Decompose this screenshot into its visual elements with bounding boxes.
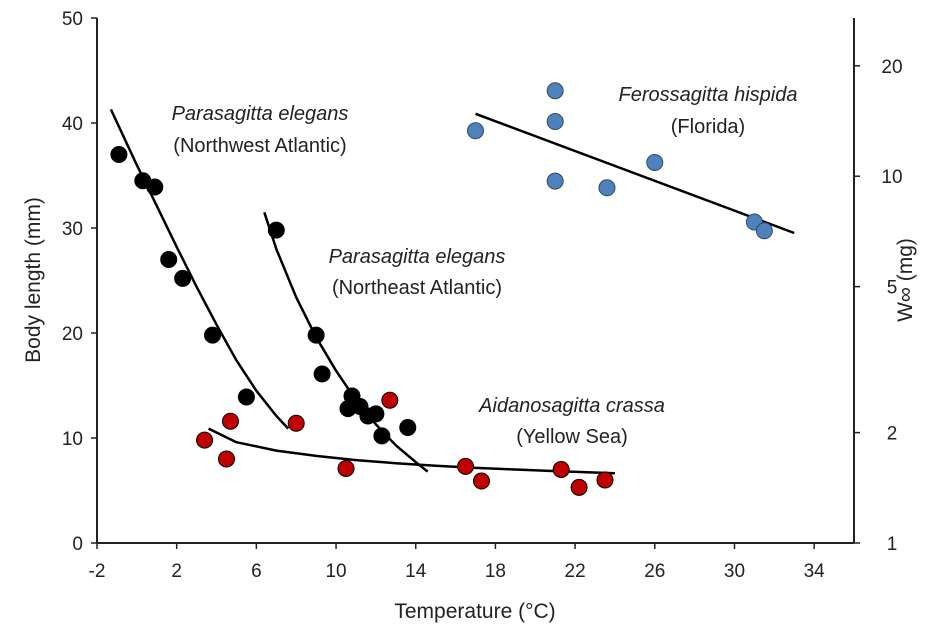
point-series-0 (174, 269, 192, 287)
x-tick-label: 6 (251, 561, 262, 582)
point-series-3 (598, 179, 616, 197)
annotation-ys-species: Aidanosagitta crassa (478, 395, 665, 417)
point-series-3 (546, 82, 564, 100)
point-series-3 (546, 172, 564, 190)
y-tick-label: 10 (62, 429, 83, 450)
point-series-2 (337, 459, 355, 477)
annotation-fl-region: (Florida) (671, 116, 745, 138)
point-series-3 (646, 153, 664, 171)
x-axis-title: Temperature (°C) (394, 600, 555, 623)
y-axis-title: Body length (mm) (22, 197, 45, 363)
y-ticks: 0 10 20 30 40 50 (62, 9, 97, 555)
point-series-0 (110, 146, 128, 163)
point-series-2 (596, 471, 614, 489)
point-series-3 (546, 112, 564, 130)
point-series-2 (196, 431, 214, 449)
fit-line-1 (263, 211, 429, 473)
x-tick-label: -2 (89, 561, 106, 582)
annotation-ys-region: (Yellow Sea) (516, 426, 628, 448)
fit-line-0 (109, 108, 290, 430)
annotation-fl-species: Ferossagitta hispida (619, 84, 798, 106)
data-points (110, 82, 773, 496)
point-series-1 (307, 326, 325, 344)
x-tick-label: 2 (171, 561, 182, 582)
point-series-2 (287, 414, 305, 432)
x-tick-label: 30 (724, 561, 745, 582)
y-tick-label: 40 (62, 114, 83, 135)
point-series-2 (570, 478, 588, 496)
x-tick-label: 34 (804, 561, 826, 582)
y2-tick-label: 10 (881, 167, 902, 188)
y2-tick-label: 1 (887, 534, 898, 555)
y2-tick-label: 20 (881, 57, 902, 78)
x-tick-label: 26 (644, 561, 665, 582)
point-series-2 (221, 412, 239, 430)
point-series-0 (204, 326, 222, 344)
y-tick-label: 50 (62, 9, 83, 30)
point-series-3 (467, 122, 484, 140)
y-tick-label: 0 (72, 534, 83, 555)
y2-tick-label: 5 (887, 278, 898, 299)
point-series-2 (457, 457, 475, 475)
y2-ticks: 1 2 5 10 20 (854, 57, 903, 555)
point-series-2 (472, 472, 490, 490)
y2-axis-title: W∞ (mg) (894, 238, 917, 322)
point-series-2 (552, 461, 570, 478)
point-series-0 (146, 178, 164, 196)
annotation-nw-region: (Northwest Atlantic) (173, 135, 346, 157)
annotation-nw-species: Parasagitta elegans (172, 103, 349, 125)
point-series-1 (399, 419, 417, 436)
point-series-1 (367, 405, 385, 423)
y2-tick-label: 2 (887, 424, 898, 445)
x-tick-label: 14 (405, 561, 427, 582)
x-ticks: -2 2 6 10 14 18 22 26 30 34 (89, 543, 826, 582)
point-series-2 (381, 391, 399, 409)
point-series-1 (267, 221, 285, 239)
point-series-1 (313, 365, 331, 383)
y-tick-label: 30 (62, 219, 83, 240)
x-tick-label: 22 (565, 561, 586, 582)
annotation-ne-species: Parasagitta elegans (329, 246, 506, 268)
fit-line-2 (208, 427, 615, 475)
x-tick-label: 18 (485, 561, 506, 582)
x-tick-label: 10 (325, 561, 346, 582)
point-series-3 (755, 222, 773, 240)
point-series-0 (237, 388, 255, 406)
point-series-2 (217, 450, 235, 468)
annotation-ne-region: (Northeast Atlantic) (332, 277, 502, 299)
point-series-1 (373, 427, 391, 445)
point-series-0 (160, 251, 178, 268)
fit-line-3 (475, 112, 795, 235)
y-tick-label: 20 (62, 324, 83, 345)
